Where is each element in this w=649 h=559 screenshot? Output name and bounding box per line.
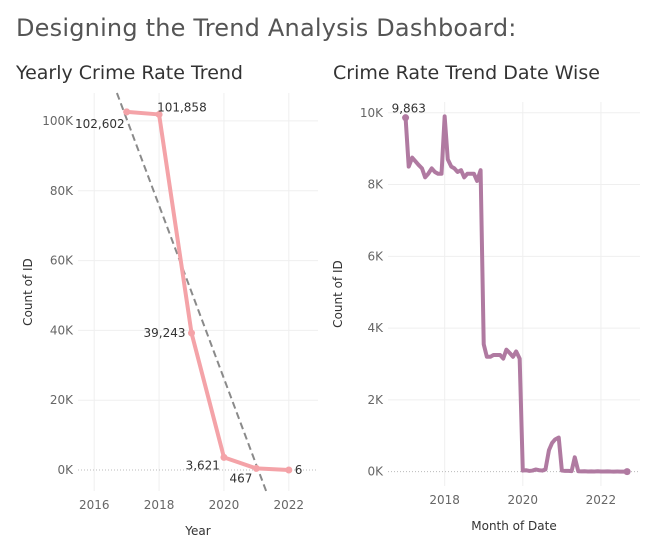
yearly-data-point — [123, 108, 131, 116]
datewise-x-tick-label: 2018 — [429, 493, 460, 507]
yearly-data-label: 101,858 — [157, 100, 207, 114]
yearly-data-point — [252, 464, 260, 472]
datewise-series-line — [403, 114, 630, 474]
yearly-chart-title: Yearly Crime Rate Trend — [16, 62, 243, 84]
datewise-y-tick-label: 8K — [367, 178, 384, 192]
yearly-data-point — [155, 110, 163, 118]
yearly-data-point — [220, 453, 228, 461]
page-title: Designing the Trend Analysis Dashboard: — [16, 14, 517, 42]
yearly-data-label: 3,621 — [186, 458, 220, 472]
yearly-y-tick-label: 60K — [50, 254, 74, 268]
datewise-x-tick-label: 2022 — [586, 493, 617, 507]
datewise-x-axis-label: Month of Date — [471, 519, 557, 533]
yearly-y-tick-label: 100K — [42, 114, 74, 128]
yearly-y-tick-label: 20K — [50, 393, 74, 407]
yearly-data-label: 102,602 — [75, 117, 125, 131]
datewise-y-tick-label: 10K — [360, 106, 384, 120]
datewise-max-label: 9,863 — [392, 102, 426, 116]
datewise-y-tick-label: 4K — [367, 321, 384, 335]
datewise-start-point — [402, 114, 410, 122]
yearly-data-label: 39,243 — [144, 326, 186, 340]
yearly-series-line — [124, 109, 291, 473]
datewise-y-tick-label: 0K — [367, 465, 384, 479]
yearly-data-label: 467 — [229, 471, 252, 485]
yearly-x-axis-label: Year — [184, 524, 210, 538]
yearly-y-axis-label: Count of ID — [21, 258, 35, 326]
yearly-trend-line — [115, 92, 268, 492]
datewise-y-tick-label: 6K — [367, 249, 384, 263]
datewise-y-axis-label: Count of ID — [331, 260, 345, 328]
yearly-y-tick-label: 40K — [50, 323, 74, 337]
yearly-y-tick-label: 0K — [57, 463, 74, 477]
yearly-x-tick-label: 2022 — [274, 498, 305, 512]
datewise-y-tick-label: 2K — [367, 393, 384, 407]
yearly-x-tick-label: 2020 — [209, 498, 240, 512]
yearly-x-tick-label: 2016 — [79, 498, 110, 512]
yearly-data-label: 6 — [295, 463, 303, 477]
datewise-x-tick-label: 2020 — [508, 493, 539, 507]
yearly-x-tick-label: 2018 — [144, 498, 175, 512]
yearly-data-point — [285, 466, 293, 474]
datewise-chart-title: Crime Rate Trend Date Wise — [333, 62, 600, 84]
yearly-data-point — [188, 329, 196, 337]
yearly-y-tick-label: 80K — [50, 184, 74, 198]
datewise-end-point — [623, 468, 631, 476]
